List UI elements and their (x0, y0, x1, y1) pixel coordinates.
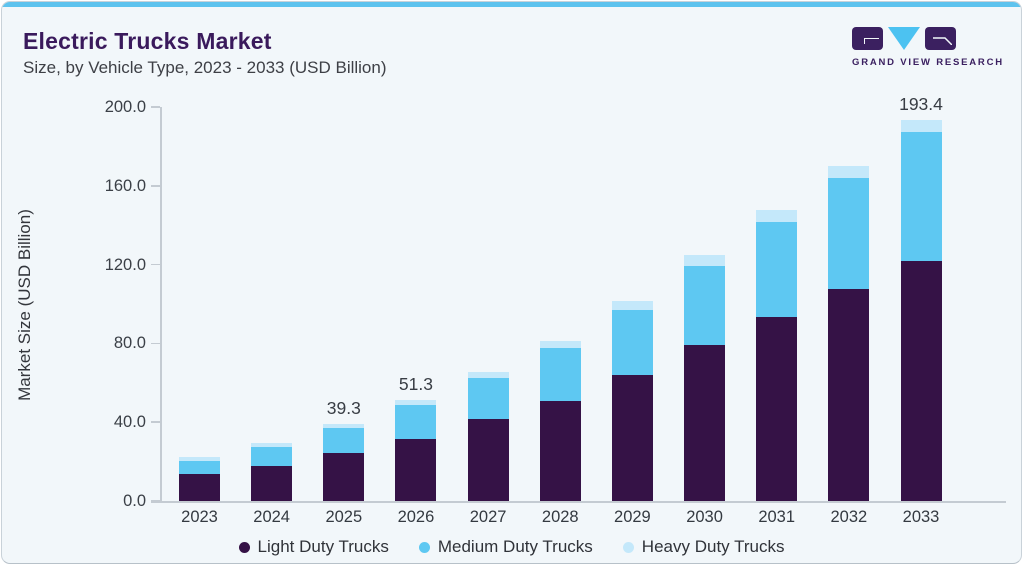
bar-total-label-2025: 39.3 (326, 397, 361, 418)
bar-segment-2027-heavy-duty-trucks (467, 371, 509, 379)
bar-segment-2032-light-duty-trucks (828, 289, 870, 501)
x-axis-label-2023: 2023 (181, 508, 218, 526)
bar-segment-2029-medium-duty-trucks (611, 310, 653, 375)
bar-segment-2029-light-duty-trucks (611, 374, 653, 501)
x-axis-label-2032: 2032 (830, 508, 868, 526)
x-axis-line (151, 501, 1006, 503)
legend-swatch-icon (622, 541, 634, 553)
bar-segment-2027-light-duty-trucks (467, 419, 509, 501)
bar-segment-2024-heavy-duty-trucks (251, 443, 293, 448)
bar-segment-2033-heavy-duty-trucks (900, 120, 942, 132)
legend-item-light-duty-trucks: Light Duty Trucks (238, 537, 389, 557)
y-axis-tick (151, 263, 160, 266)
grand-view-research-logo: GRAND VIEW RESEARCH (852, 27, 1004, 68)
chart-title: Electric Trucks Market (23, 28, 272, 54)
x-axis-label-2027: 2027 (469, 508, 507, 526)
legend-swatch-icon (418, 541, 430, 553)
y-axis-tick-label: 40.0 (113, 413, 146, 432)
bar-segment-2032-medium-duty-trucks (828, 177, 870, 290)
bar-segment-2024-light-duty-trucks (251, 465, 293, 501)
bar-segment-2030-medium-duty-trucks (684, 265, 726, 346)
logo-wordmark: GRAND VIEW RESEARCH (852, 57, 1004, 68)
bar-segment-2026-medium-duty-trucks (395, 405, 437, 439)
y-axis-title: Market Size (USD Billion) (15, 209, 34, 401)
bar-segment-2030-heavy-duty-trucks (684, 255, 726, 266)
x-axis-label-2028: 2028 (541, 508, 579, 526)
legend-item-medium-duty-trucks: Medium Duty Trucks (418, 537, 593, 557)
legend-label: Light Duty Trucks (257, 537, 389, 556)
y-axis-tick-label: 200.0 (104, 98, 146, 116)
bar-segment-2033-medium-duty-trucks (900, 131, 942, 261)
y-axis-line (160, 107, 162, 501)
x-axis-label-2024: 2024 (253, 508, 290, 526)
top-accent-bar (2, 2, 1021, 7)
bar-segment-2030-light-duty-trucks (684, 345, 726, 501)
x-axis-label-2025: 2025 (325, 508, 363, 526)
x-axis-label-2033: 2033 (902, 508, 940, 526)
logo-g-icon (852, 27, 883, 50)
bar-segment-2033-light-duty-trucks (900, 260, 942, 501)
x-axis-label-2031: 2031 (758, 508, 796, 526)
y-axis-tick-label: 80.0 (113, 334, 146, 353)
logo-v-icon (888, 27, 920, 50)
bar-segment-2029-heavy-duty-trucks (611, 301, 653, 311)
x-axis-label-2029: 2029 (614, 508, 651, 526)
bar-segment-2023-light-duty-trucks (179, 474, 220, 501)
y-axis-tick-label: 160.0 (104, 176, 146, 195)
bar-segment-2032-heavy-duty-trucks (828, 165, 870, 178)
chart-card: Electric Trucks Market Size, by Vehicle … (1, 1, 1022, 564)
y-axis-tick (151, 421, 160, 423)
bar-segment-2024-medium-duty-trucks (251, 447, 293, 466)
y-axis-tick-label: 120.0 (104, 255, 146, 274)
x-axis-label-2026: 2026 (397, 508, 435, 526)
bar-segment-2028-medium-duty-trucks (539, 348, 581, 401)
logo-glyphs (852, 27, 995, 51)
bar-total-label-2033: 193.4 (899, 94, 943, 114)
bar-segment-2023-medium-duty-trucks (179, 460, 220, 474)
legend-label: Medium Duty Trucks (437, 537, 593, 556)
bar-segment-2025-heavy-duty-trucks (323, 423, 365, 428)
x-axis-label-2030: 2030 (686, 508, 723, 526)
bar-segment-2031-medium-duty-trucks (756, 221, 798, 317)
y-axis-tick (151, 185, 160, 187)
bar-segment-2031-light-duty-trucks (756, 316, 798, 501)
legend-label: Heavy Duty Trucks (641, 537, 785, 556)
y-axis-tick (151, 342, 160, 345)
bar-segment-2025-medium-duty-trucks (323, 427, 365, 453)
legend-swatch-icon (238, 541, 250, 553)
legend: Light Duty Trucks Medium Duty Trucks Heavy… (2, 537, 1021, 557)
bar-segment-2028-heavy-duty-trucks (539, 340, 581, 349)
legend-item-heavy-duty-trucks: Heavy Duty Trucks (622, 537, 785, 557)
bar-segment-2028-light-duty-trucks (539, 400, 581, 501)
bar-segment-2027-medium-duty-trucks (467, 378, 509, 420)
bar-segment-2026-heavy-duty-trucks (395, 399, 437, 406)
y-axis-tick (151, 500, 160, 502)
bar-segment-2026-light-duty-trucks (395, 438, 437, 501)
bar-segment-2025-light-duty-trucks (323, 452, 365, 501)
bar-segment-2031-heavy-duty-trucks (756, 210, 798, 222)
y-axis-tick-label: 0.0 (123, 492, 146, 510)
chart-subtitle: Size, by Vehicle Type, 2023 - 2033 (USD … (23, 58, 387, 77)
y-axis-tick (151, 106, 160, 108)
logo-r-icon (925, 27, 956, 50)
bar-total-label-2026: 51.3 (398, 373, 433, 394)
bar-segment-2023-heavy-duty-trucks (179, 456, 220, 461)
